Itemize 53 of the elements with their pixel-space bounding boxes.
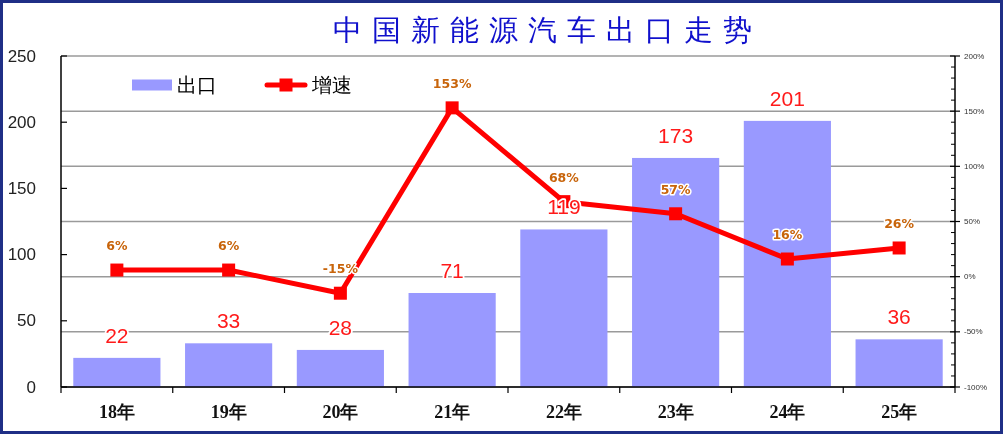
point: [222, 263, 236, 277]
x-tick-label: 24年: [769, 402, 806, 422]
data-label: 26%: [884, 215, 915, 231]
y-tick-label: 100: [7, 245, 36, 265]
data-label: 71: [440, 259, 464, 282]
bar: [408, 293, 496, 387]
y2-tick-label: 50%: [964, 217, 981, 226]
bar: [73, 357, 161, 387]
point: [892, 241, 906, 255]
x-tick-label: 18年: [98, 402, 135, 422]
y-tick-label: 200: [7, 112, 36, 132]
point: [669, 207, 683, 221]
data-label: 33: [216, 309, 241, 333]
bar: [632, 157, 720, 387]
x-tick-label: 22年: [545, 402, 582, 422]
point: [110, 263, 124, 277]
point: [333, 286, 347, 300]
data-label: 57%: [660, 181, 692, 197]
bar: [743, 120, 831, 387]
x-tick-label: 20年: [322, 402, 359, 422]
y2-tick-label: -100%: [964, 382, 988, 392]
data-label: 6%: [218, 238, 240, 254]
x-tick-label: 21年: [434, 402, 471, 422]
legend-label: 增速: [311, 74, 352, 96]
chart-title: 中国新能源汽车出口走势: [332, 14, 762, 46]
x-tick-label: 23年: [657, 402, 694, 422]
data-label: 6%: [106, 238, 128, 254]
point: [445, 101, 459, 115]
y2-tick-label: 0%: [964, 272, 976, 282]
bar: [520, 229, 608, 387]
data-label: 16%: [772, 227, 803, 243]
y2-tick-label: 200%: [964, 51, 985, 61]
point: [780, 252, 794, 266]
data-label: 28: [328, 315, 353, 339]
y-tick-label: 0: [26, 377, 36, 397]
y-tick-label: 150: [7, 178, 36, 198]
legend-label: 出口: [177, 74, 217, 96]
data-label: 68%: [548, 169, 580, 185]
y-tick-label: 250: [7, 46, 36, 66]
data-label: 153%: [432, 75, 472, 91]
bar: [185, 343, 273, 387]
y2-tick-label: -50%: [964, 327, 983, 337]
data-label: 201: [769, 86, 805, 110]
x-tick-label: 19年: [210, 402, 247, 422]
y2-tick-label: 100%: [964, 161, 985, 171]
x-tick-label: 25年: [881, 402, 918, 422]
y-tick-label: 50: [17, 311, 36, 331]
data-label: 22: [105, 323, 129, 347]
data-label: 173: [658, 123, 694, 147]
bar: [296, 349, 384, 387]
y2-tick-label: 150%: [964, 106, 985, 116]
data-label: 36: [887, 305, 911, 329]
bar: [855, 339, 943, 387]
